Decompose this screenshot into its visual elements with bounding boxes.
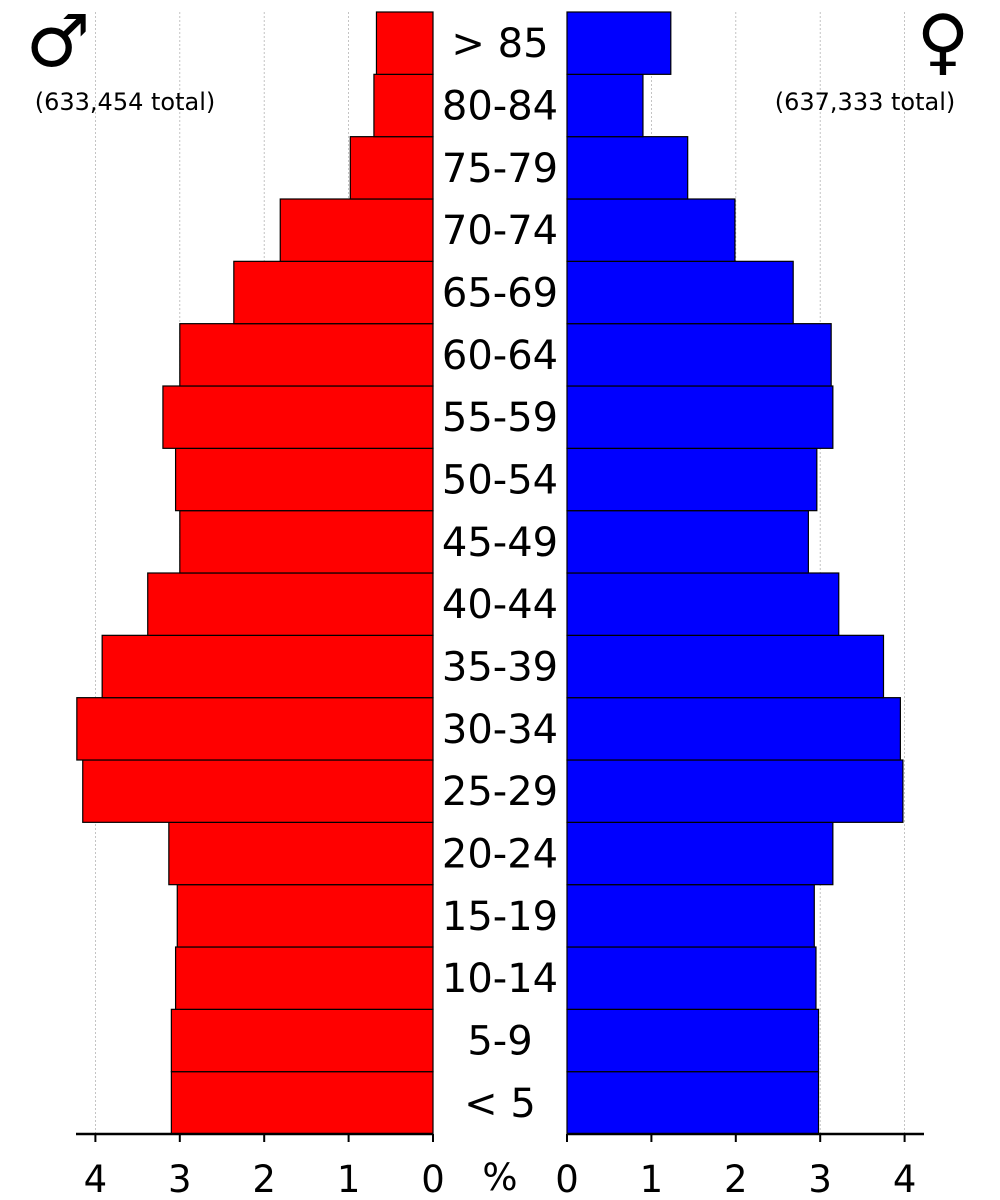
x-tick-label-left: 2 <box>252 1158 276 1200</box>
age-group-label: 45-49 <box>442 520 558 566</box>
female-bar <box>566 260 794 325</box>
x-tick-label-left: 1 <box>337 1158 361 1200</box>
male-bar <box>170 1008 434 1073</box>
female-bar <box>566 634 885 699</box>
female-bars <box>566 11 904 1135</box>
age-group-label: 55-59 <box>442 395 558 441</box>
age-group-label: 80-84 <box>442 84 558 130</box>
female-total-label: (637,333 total) <box>775 88 955 116</box>
age-group-label: < 5 <box>464 1081 536 1127</box>
male-bar <box>176 884 434 948</box>
female-bar <box>566 1008 820 1073</box>
age-group-label: 20-24 <box>442 832 558 878</box>
male-bars <box>76 11 434 1135</box>
x-tick-label-left: 4 <box>84 1158 108 1200</box>
male-bar <box>279 198 434 262</box>
male-bar <box>162 385 434 449</box>
age-group-label: 10-14 <box>442 956 558 1002</box>
male-bar <box>168 821 434 886</box>
female-bar <box>566 821 834 886</box>
x-tick-label-right: 0 <box>555 1158 579 1200</box>
age-group-label: 25-29 <box>442 769 558 815</box>
female-bar <box>566 11 672 75</box>
male-bar <box>233 260 434 325</box>
axis-unit-label: % <box>482 1156 517 1199</box>
male-bar <box>349 136 434 200</box>
male-bar <box>179 510 434 574</box>
female-bar <box>566 447 818 512</box>
age-group-label: 65-69 <box>442 271 558 317</box>
male-bar <box>373 73 434 138</box>
female-bar <box>566 198 736 262</box>
age-group-label: 60-64 <box>442 333 558 379</box>
male-bar <box>82 759 434 823</box>
male-bar <box>170 1071 434 1135</box>
female-bar <box>566 323 832 387</box>
female-bar <box>566 73 644 138</box>
female-bar <box>566 1071 820 1135</box>
female-bar <box>566 884 815 948</box>
female-bar <box>566 510 809 574</box>
axes: 4 3 2 1 0 0 1 2 3 4 <box>76 1132 924 1200</box>
age-group-label: 35-39 <box>442 645 558 691</box>
male-bar <box>174 447 434 512</box>
age-group-label: 5-9 <box>467 1019 532 1065</box>
male-bar <box>76 697 434 761</box>
x-tick-label-right: 2 <box>724 1158 748 1200</box>
age-group-label: 15-19 <box>442 894 558 940</box>
male-total-label: (633,454 total) <box>35 88 215 116</box>
female-symbol: ♀ <box>917 0 970 83</box>
x-tick-label-left: 0 <box>421 1158 445 1200</box>
male-bar <box>179 323 434 387</box>
female-bar <box>566 697 901 761</box>
female-bar <box>566 946 817 1010</box>
age-group-label: 30-34 <box>442 707 558 753</box>
age-group-label: 75-79 <box>442 146 558 192</box>
male-bar <box>147 572 434 636</box>
age-group-label: 40-44 <box>442 582 558 628</box>
female-bar <box>566 572 840 636</box>
x-tick-label-left: 3 <box>168 1158 192 1200</box>
female-bar <box>566 385 834 449</box>
male-bar <box>101 634 434 699</box>
age-group-labels: < 5 5-9 10-14 15-19 20-24 25-29 30-34 35-39 40-4… <box>442 21 558 1127</box>
male-bar <box>174 946 434 1010</box>
age-group-label: > 85 <box>451 21 548 67</box>
x-tick-label-right: 3 <box>808 1158 832 1200</box>
x-tick-label-right: 4 <box>893 1158 917 1200</box>
male-symbol: ♂ <box>26 0 91 83</box>
age-group-label: 50-54 <box>442 458 558 504</box>
female-bar <box>566 136 689 200</box>
female-bar <box>566 759 904 823</box>
male-bar <box>375 11 434 75</box>
x-tick-label-right: 1 <box>640 1158 664 1200</box>
age-group-label: 70-74 <box>442 208 558 254</box>
